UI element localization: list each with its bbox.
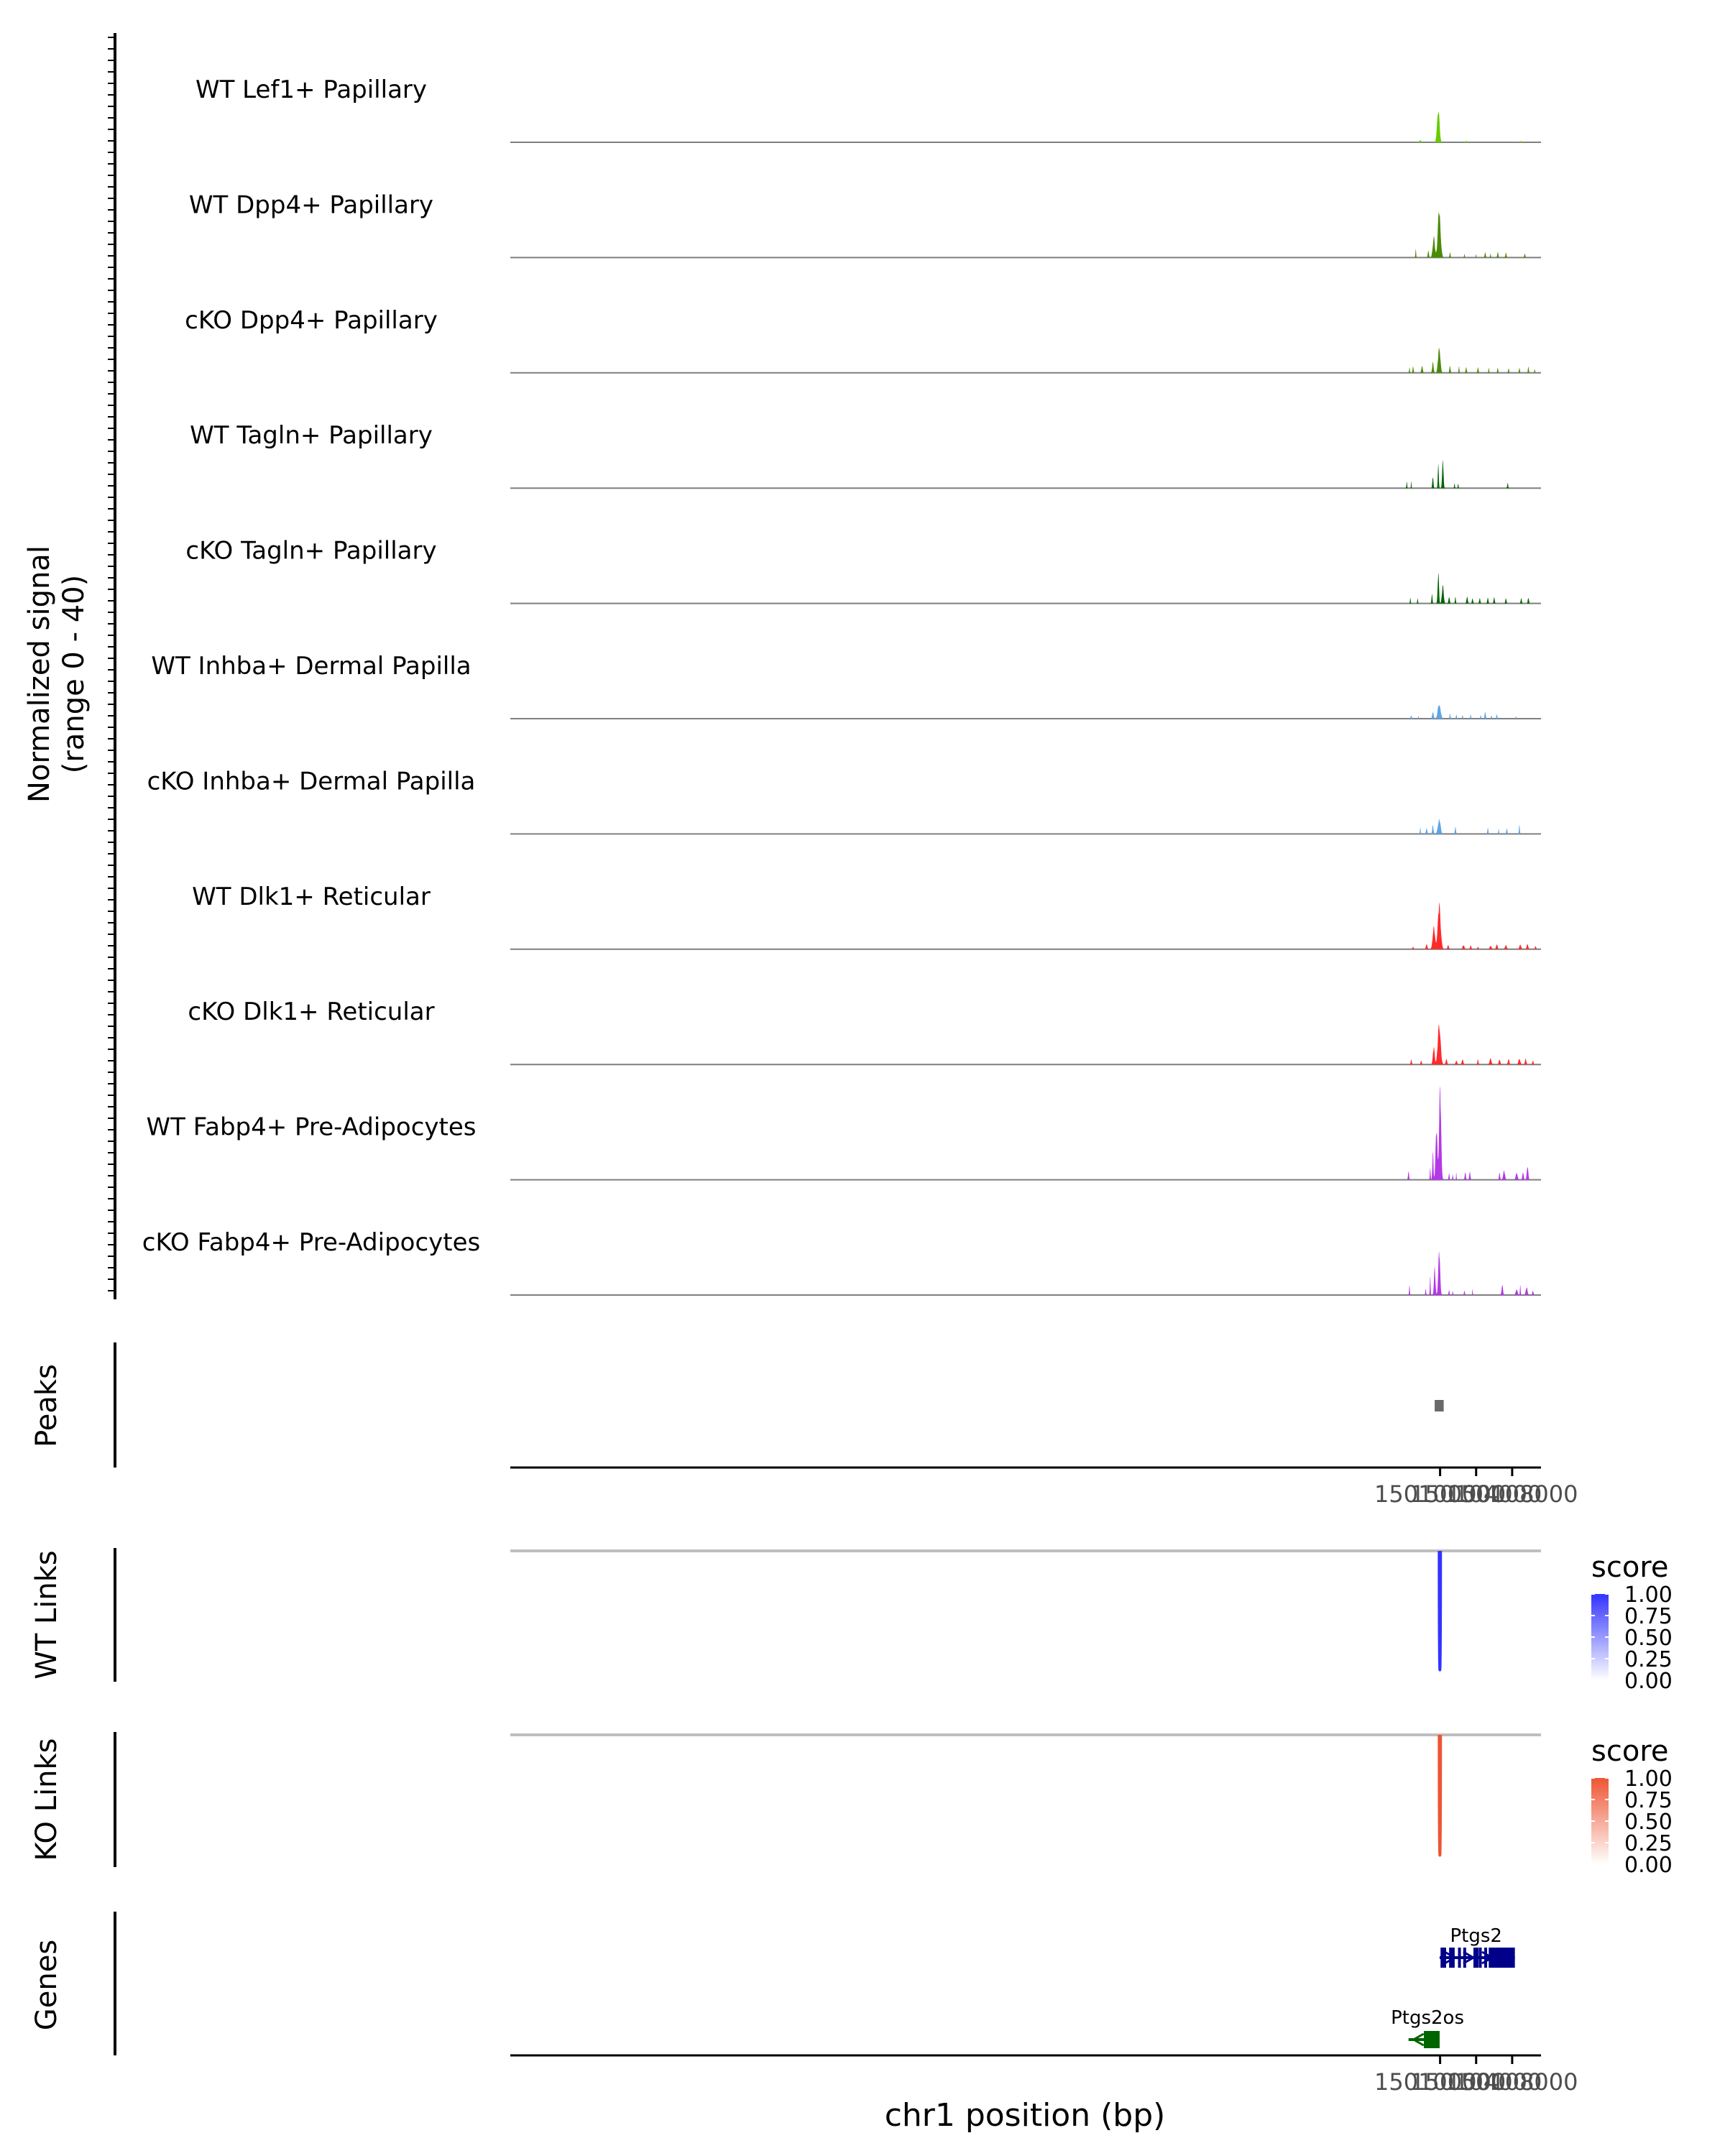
coverage-track: WT Dlk1+ Reticular [192, 883, 1541, 950]
legend-title: score [1591, 1551, 1668, 1584]
x-tick-label-bottom: 150104000 [1410, 2068, 1542, 2096]
coverage-track-label: cKO Tagln+ Papillary [185, 537, 436, 566]
peaks-track-label: Peaks [30, 1364, 63, 1447]
legend-tick-label: 0.50 [1624, 1626, 1673, 1651]
coverage-y-label-line1: Normalized signal [23, 545, 56, 803]
legend-tick-label: 0.50 [1624, 1810, 1673, 1835]
gene-exon [1449, 1948, 1453, 1968]
legend-tick-label: 1.00 [1624, 1583, 1673, 1608]
legend-tick-label: 0.25 [1624, 1831, 1673, 1856]
gene-exon [1463, 1948, 1466, 1968]
genes-track: Ptgs2 Ptgs2os [1391, 1925, 1515, 2048]
coverage-track: WT Dpp4+ Papillary [189, 190, 1541, 259]
x-axis-title: chr1 position (bp) [885, 2097, 1166, 2134]
legend-tick-label: 0.00 [1624, 1669, 1673, 1694]
legend-tick-label: 0.25 [1624, 1647, 1673, 1672]
legend-tick-label: 0.75 [1624, 1604, 1673, 1629]
coverage-track-label: WT Lef1+ Papillary [196, 75, 427, 104]
coverage-track: cKO Inhba+ Dermal Papilla [147, 767, 1541, 835]
coverage-track: cKO Dlk1+ Reticular [188, 998, 1541, 1066]
link-arc [1438, 1550, 1443, 1672]
coverage-track-label: WT Dlk1+ Reticular [192, 883, 431, 911]
coverage-track-label: WT Tagln+ Papillary [190, 421, 433, 450]
gene-exon [1484, 1948, 1488, 1968]
gene-label: Ptgs2 [1450, 1925, 1502, 1947]
coverage-area [510, 212, 1541, 258]
link-arc [1438, 1734, 1443, 1857]
coverage-track-label: cKO Fabp4+ Pre-Adipocytes [142, 1228, 481, 1257]
peak-region [1435, 1400, 1444, 1411]
coverage-area [510, 1086, 1541, 1180]
gene-exon [1489, 1948, 1515, 1968]
gene-exon [1476, 1948, 1479, 1968]
coverage-track-label: cKO Inhba+ Dermal Papilla [147, 767, 476, 796]
links-track-label: WT Links [30, 1550, 63, 1679]
coverage-track-label: cKO Dpp4+ Papillary [185, 306, 438, 335]
coverage-track-label: WT Inhba+ Dermal Papilla [151, 652, 471, 681]
links-track-label: KO Links [30, 1738, 63, 1861]
coverage-track: WT Lef1+ Papillary [196, 75, 1541, 143]
gene-label: Ptgs2os [1391, 2007, 1464, 2029]
coverage-track: cKO Fabp4+ Pre-Adipocytes [142, 1228, 1541, 1296]
gene-exon [1458, 1948, 1461, 1968]
gene-exon [1451, 1948, 1455, 1968]
coverage-area [510, 819, 1541, 834]
coverage-track: WT Fabp4+ Pre-Adipocytes [147, 1086, 1541, 1181]
x-tick-label-top: 150100000 [1374, 1480, 1506, 1508]
strand-arrow [1411, 2032, 1425, 2047]
coverage-area [510, 704, 1541, 719]
legend-title: score [1591, 1735, 1668, 1768]
legend-tick-label: 1.00 [1624, 1766, 1673, 1792]
coverage-area [510, 573, 1541, 604]
coverage-area [510, 1024, 1541, 1065]
strand-arrow [1463, 1950, 1476, 1965]
genes-track-label: Genes [30, 1940, 63, 2030]
coverage-track-label: WT Fabp4+ Pre-Adipocytes [147, 1113, 477, 1142]
coverage-track: cKO Dpp4+ Papillary [185, 306, 1541, 374]
coverage-tracks: WT Lef1+ Papillary WT Dpp4+ Papillary cKO … [142, 75, 1541, 1296]
coverage-y-axis [108, 33, 116, 1299]
legend-tick-label: 0.75 [1624, 1788, 1673, 1813]
x-tick-label-top: 150108000 [1446, 1480, 1578, 1508]
x-tick-label-top: 150104000 [1410, 1480, 1542, 1508]
coverage-track-label: cKO Dlk1+ Reticular [188, 998, 434, 1026]
gene-exon [1424, 2031, 1440, 2048]
gene-exon [1440, 1948, 1444, 1968]
x-tick-label-bottom: 150108000 [1446, 2068, 1578, 2096]
coverage-y-label-line2: (range 0 - 40) [58, 575, 91, 773]
strand-arrow [1444, 1950, 1458, 1965]
gene: Ptgs2os [1391, 2007, 1464, 2048]
legend-tick-label: 0.00 [1624, 1853, 1673, 1878]
coverage-area [510, 347, 1541, 373]
peaks-regions [1435, 1400, 1444, 1411]
coverage-area [510, 460, 1541, 489]
gene-exon [1443, 1948, 1446, 1968]
coverage-area [510, 112, 1541, 142]
gene-exon [1478, 1948, 1482, 1968]
coverage-track-label: WT Dpp4+ Papillary [189, 190, 433, 219]
gene-exon [1473, 1948, 1476, 1968]
coverage-track: WT Tagln+ Papillary [190, 421, 1541, 489]
coverage-area [510, 902, 1541, 949]
coverage-track: WT Inhba+ Dermal Papilla [151, 652, 1541, 719]
gene: Ptgs2 [1439, 1925, 1515, 1968]
coverage-area [510, 1251, 1541, 1295]
x-tick-label-bottom: 150100000 [1374, 2068, 1506, 2096]
coverage-track: cKO Tagln+ Papillary [185, 537, 1541, 604]
